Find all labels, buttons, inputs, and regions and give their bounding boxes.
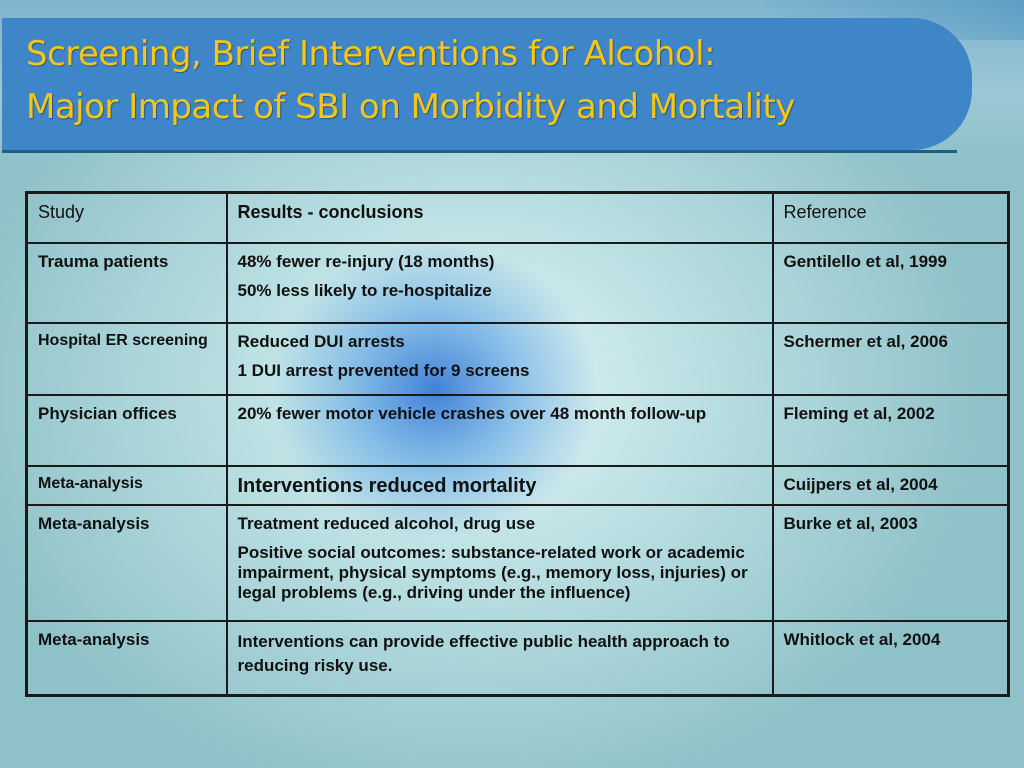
study-cell: Meta-analysis [25,620,228,697]
results-cell: Interventions reduced mortality [225,465,774,506]
results-cell: 20% fewer motor vehicle crashes over 48 … [225,394,774,467]
result-line: 20% fewer motor vehicle crashes over 48 … [237,404,707,423]
results-cell: Interventions can provide effective publ… [225,620,774,697]
table-row: Hospital ER screening Reduced DUI arrest… [25,322,1010,396]
slide-title: Screening, Brief Interventions for Alcoh… [26,28,966,134]
study-cell: Meta-analysis [25,465,228,506]
study-cell: Meta-analysis [25,504,228,622]
result-line: 48% fewer re-injury (18 months) [237,252,495,271]
slide-title-line-1: Screening, Brief Interventions for Alcoh… [26,34,716,74]
result-line: 50% less likely to re-hospitalize [237,281,492,300]
reference-cell: Schermer et al, 2006 [771,322,1010,396]
result-line: Positive social outcomes: substance-rela… [237,543,748,602]
title-underline [2,150,957,153]
reference-cell: Burke et al, 2003 [771,504,1010,622]
title-banner [2,18,972,153]
table-row: Physician offices 20% fewer motor vehicl… [25,394,1010,467]
reference-cell: Fleming et al, 2002 [771,394,1010,467]
evidence-table: Study Results - conclusions Reference Tr… [25,191,1010,697]
results-cell: 48% fewer re-injury (18 months) 50% less… [225,242,774,324]
slide-title-line-2: Major Impact of SBI on Morbidity and Mor… [26,87,795,127]
study-cell: Physician offices [25,394,228,467]
header-results: Results - conclusions [225,191,774,244]
reference-cell: Cuijpers et al, 2004 [771,465,1010,506]
reference-cell: Gentilello et al, 1999 [771,242,1010,324]
result-line: Interventions can provide effective publ… [237,632,730,675]
header-reference: Reference [771,191,1010,244]
table-row: Meta-analysis Interventions can provide … [25,620,1010,697]
result-line: Reduced DUI arrests [237,332,405,351]
results-cell: Reduced DUI arrests 1 DUI arrest prevent… [225,322,774,396]
header-study: Study [25,191,228,244]
study-cell: Hospital ER screening [25,322,228,396]
table-row: Meta-analysis Interventions reduced mort… [25,465,1010,506]
results-cell: Treatment reduced alcohol, drug use Posi… [225,504,774,622]
result-line: Treatment reduced alcohol, drug use [237,514,536,533]
reference-cell: Whitlock et al, 2004 [771,620,1010,697]
result-line: Interventions reduced mortality [237,475,537,497]
result-line: 1 DUI arrest prevented for 9 screens [237,361,530,380]
table-row: Meta-analysis Treatment reduced alcohol,… [25,504,1010,622]
study-cell: Trauma patients [25,242,228,324]
table-row: Trauma patients 48% fewer re-injury (18 … [25,242,1010,324]
table-header-row: Study Results - conclusions Reference [25,191,1010,244]
